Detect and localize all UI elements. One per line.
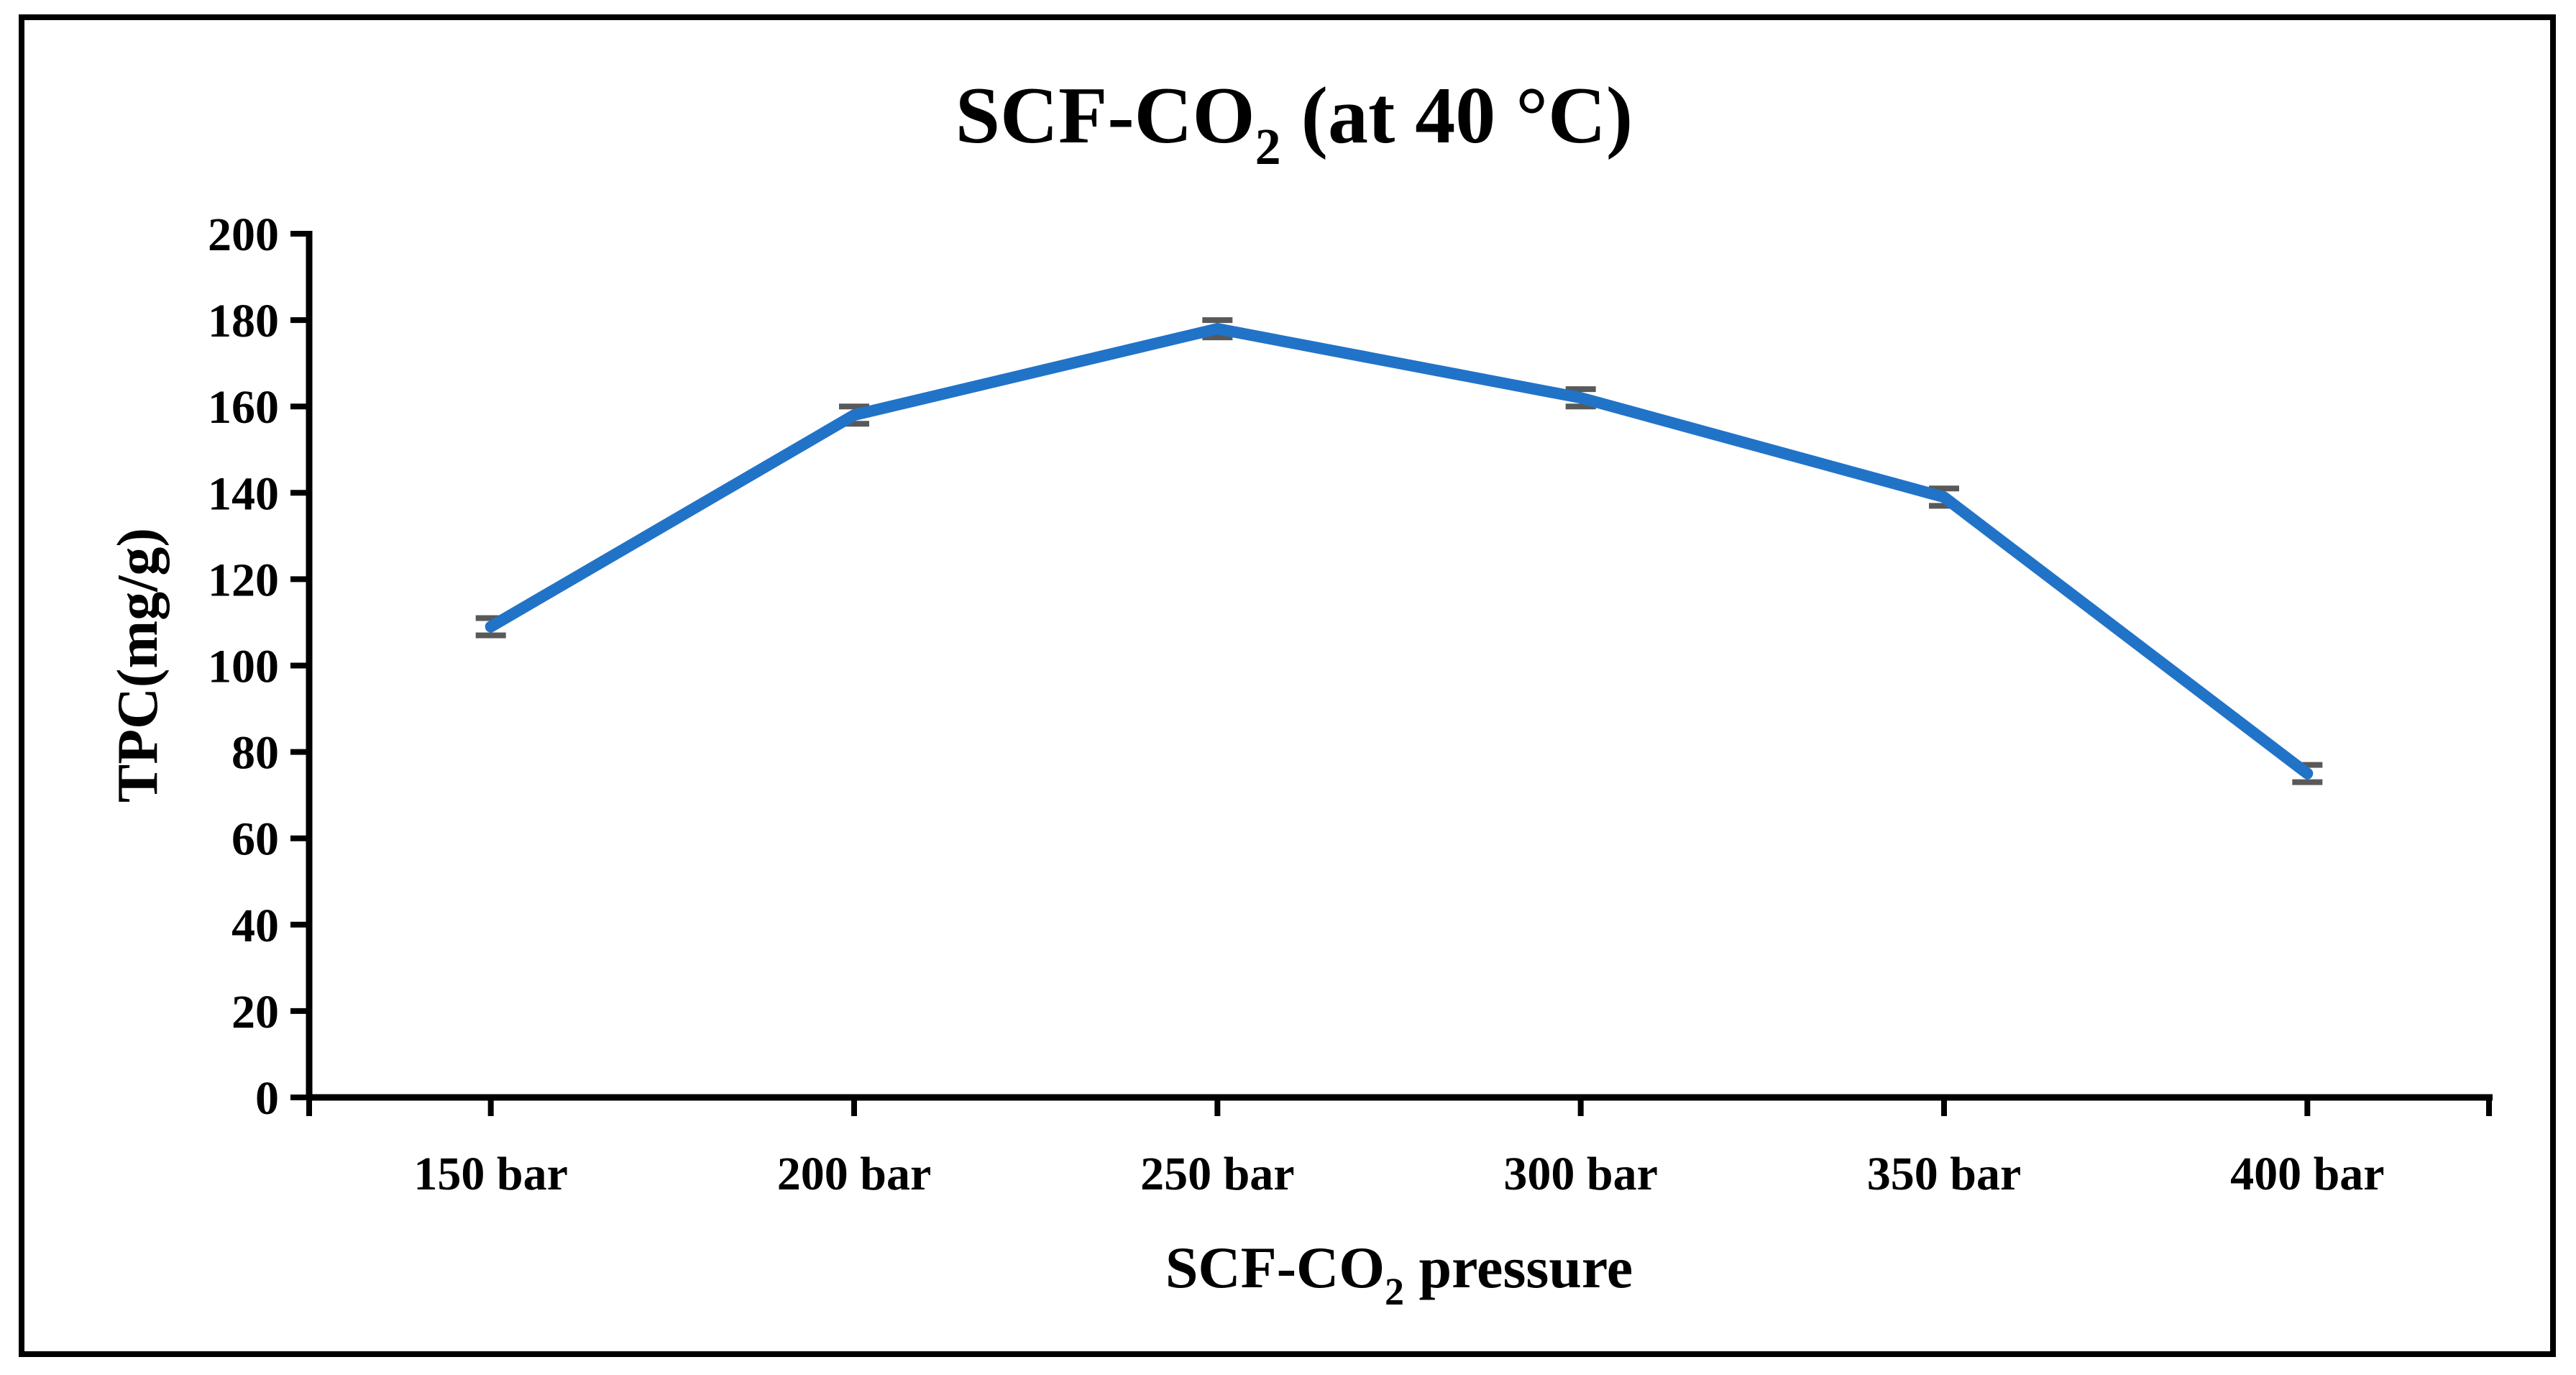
chart-title: SCF-CO2 (at 40 °C) (955, 71, 1633, 175)
x-tick-label: 250 bar (1140, 1148, 1295, 1200)
y-axis-title: TPC(mg/g) (106, 528, 170, 803)
figure-border (19, 14, 2556, 1357)
y-tick-label: 100 (208, 641, 279, 693)
y-tick-label: 0 (255, 1072, 279, 1125)
y-tick-label: 40 (232, 900, 279, 952)
y-tick-label: 140 (208, 467, 279, 520)
x-axis-title-subscript: 2 (1385, 1270, 1404, 1313)
x-tick-label: 200 bar (777, 1148, 932, 1200)
y-tick-label: 20 (232, 986, 279, 1038)
y-tick-label: 180 (208, 295, 279, 347)
chart-title-subscript: 2 (1255, 118, 1281, 175)
y-tick-label: 80 (232, 727, 279, 780)
y-tick-label: 120 (208, 554, 279, 606)
x-tick-label: 350 bar (1867, 1148, 2022, 1200)
chart-title-main: SCF-CO (955, 71, 1255, 160)
x-tick-label: 400 bar (2230, 1148, 2385, 1200)
y-tick-label: 200 (208, 209, 279, 261)
x-tick-label: 150 bar (413, 1148, 568, 1200)
data-line (485, 323, 2314, 780)
plot-area: 0 20 40 60 80 100 120 140 160 180 200 150 bar 200 ba… (208, 209, 2493, 1200)
y-tick-label: 60 (232, 813, 279, 866)
y-tick-label: 160 (208, 381, 279, 434)
x-tick-label: 300 bar (1503, 1148, 1658, 1200)
chart-title-rest: (at 40 °C) (1281, 71, 1633, 160)
x-axis-title: SCF-CO2 pressure (1165, 1235, 1633, 1313)
x-axis-title-rest: pressure (1404, 1235, 1633, 1300)
x-axis-title-main: SCF-CO (1165, 1235, 1385, 1300)
